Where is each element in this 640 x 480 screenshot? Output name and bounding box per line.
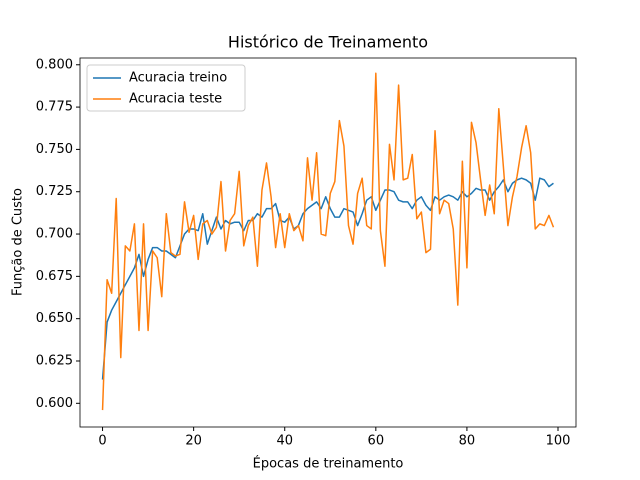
x-tick-label: 40 [276,434,293,449]
y-tick-label: 0.700 [36,227,73,242]
x-tick-label: 80 [459,434,476,449]
legend-label: Acuracia teste [129,92,222,107]
x-tick-label: 20 [185,434,202,449]
y-tick-label: 0.675 [36,269,73,284]
x-tick-label: 60 [368,434,385,449]
chart-title: Histórico de Treinamento [228,33,428,52]
y-tick-label: 0.650 [36,311,73,326]
plot-frame [79,57,577,428]
x-tick-label: 0 [98,434,106,449]
y-tick-label: 0.750 [36,142,73,157]
y-tick-label: 0.775 [36,100,73,115]
y-axis-label: Função de Custo [11,188,26,296]
x-axis-label: Épocas de treinamento [253,456,404,472]
y-tick-label: 0.725 [36,184,73,199]
y-tick-label: 0.625 [36,353,73,368]
legend-box [86,64,246,112]
y-tick-label: 0.800 [36,57,73,72]
y-tick-label: 0.600 [36,396,73,411]
x-tick-label: 100 [546,434,571,449]
legend-label: Acuracia treino [129,71,227,86]
line-series [101,72,555,411]
line-series [101,177,554,380]
